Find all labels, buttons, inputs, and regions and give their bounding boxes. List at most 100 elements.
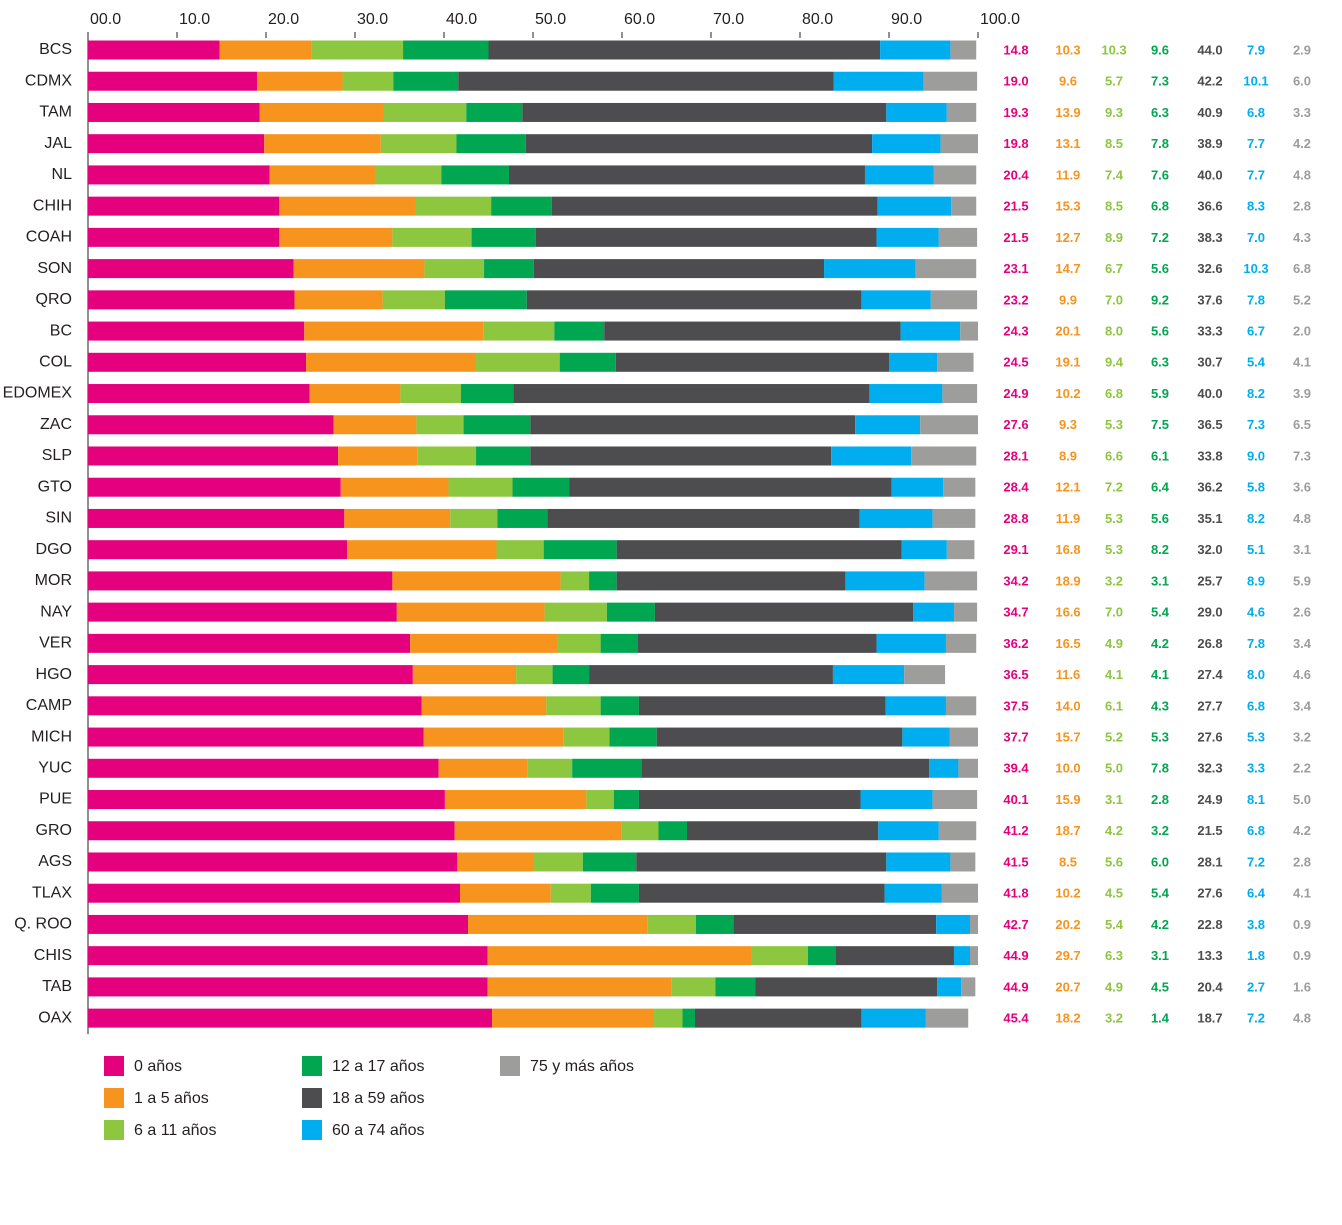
bar-segment [293, 259, 425, 279]
value-label: 32.0 [1197, 542, 1222, 557]
value-label: 5.4 [1151, 605, 1170, 620]
value-label: 5.2 [1293, 292, 1311, 307]
value-label: 44.9 [1003, 979, 1028, 994]
category-label: Q. ROO [14, 916, 72, 933]
bar-segment [932, 790, 978, 810]
category-label: COL [39, 354, 72, 371]
value-label: 13.9 [1055, 105, 1080, 120]
value-label: 16.8 [1055, 542, 1080, 557]
bar-segment [929, 758, 959, 778]
value-label: 1.6 [1293, 979, 1311, 994]
value-label: 7.8 [1151, 136, 1169, 151]
bar-segment [527, 758, 573, 778]
bar-segment [487, 946, 752, 966]
value-label: 14.0 [1055, 698, 1080, 713]
category-label: MICH [31, 728, 72, 745]
value-label: 35.1 [1197, 511, 1222, 526]
value-label: 4.3 [1151, 698, 1169, 713]
bar-segment [423, 727, 564, 747]
bar-segment [441, 165, 509, 185]
bar-segment [869, 384, 943, 404]
value-label: 8.2 [1151, 542, 1169, 557]
value-label: 5.6 [1151, 511, 1169, 526]
value-label: 4.9 [1105, 636, 1123, 651]
value-label: 6.0 [1151, 854, 1169, 869]
value-label: 6.1 [1151, 448, 1169, 463]
category-label: CDMX [25, 72, 72, 89]
value-label: 9.6 [1059, 74, 1077, 89]
bar-segment [513, 384, 870, 404]
bar-segment [535, 227, 877, 247]
value-label: 4.9 [1105, 979, 1123, 994]
value-label: 11.9 [1056, 167, 1081, 182]
value-label: 4.8 [1293, 511, 1311, 526]
bar-segment [946, 102, 977, 122]
bar-segment [88, 259, 294, 279]
legend-swatch [104, 1088, 124, 1108]
bar-segment [589, 571, 617, 591]
bar-segment [958, 758, 978, 778]
value-label: 2.9 [1293, 42, 1311, 57]
value-label: 21.5 [1003, 230, 1028, 245]
bar-segment [88, 571, 393, 591]
bar-segment [533, 852, 583, 872]
value-label: 6.6 [1105, 448, 1123, 463]
category-label: TAM [39, 104, 72, 121]
value-label: 19.8 [1003, 136, 1028, 151]
bar-segment [496, 540, 544, 560]
value-label: 1.8 [1247, 948, 1265, 963]
value-label: 3.1 [1151, 948, 1169, 963]
value-label: 33.8 [1197, 448, 1222, 463]
category-label: HGO [36, 666, 72, 683]
bar-segment [563, 727, 610, 747]
bar-segment [543, 540, 617, 560]
bar-segment [476, 352, 560, 372]
value-label: 8.9 [1105, 230, 1123, 245]
value-label: 7.3 [1293, 448, 1311, 463]
value-label: 2.8 [1293, 199, 1311, 214]
value-label: 6.8 [1105, 386, 1123, 401]
value-label: 0.9 [1293, 917, 1311, 932]
bar-segment [393, 71, 459, 91]
bar-segment [444, 290, 527, 310]
legend-swatch [302, 1120, 322, 1140]
value-label: 38.9 [1197, 136, 1222, 151]
bar-segment [88, 852, 458, 872]
value-label: 3.4 [1293, 698, 1312, 713]
value-label: 3.9 [1293, 386, 1311, 401]
bar-segment [88, 883, 461, 903]
value-label: 36.6 [1197, 199, 1222, 214]
bar-segment [88, 384, 310, 404]
value-label: 25.7 [1197, 573, 1222, 588]
bar-segment [559, 352, 616, 372]
value-label: 8.0 [1105, 324, 1123, 339]
bar-segment [589, 665, 833, 685]
bar-segment [638, 883, 885, 903]
bar-segment [621, 821, 659, 841]
value-label: 5.6 [1151, 324, 1169, 339]
bar-segment [508, 165, 865, 185]
bar-segment [438, 758, 528, 778]
value-label: 27.7 [1197, 698, 1222, 713]
bar-segment [942, 384, 978, 404]
bar-segment [257, 71, 343, 91]
value-label: 7.3 [1247, 417, 1265, 432]
value-label: 40.0 [1197, 167, 1222, 182]
category-label: COAH [26, 229, 72, 246]
bar-segment [600, 633, 639, 653]
bar-segment [444, 790, 587, 810]
bar-segment [457, 852, 533, 872]
bar-segment [860, 790, 933, 810]
category-label: OAX [38, 1009, 72, 1026]
bar-segment [953, 602, 978, 622]
bar-segment [824, 259, 916, 279]
bar-segment [953, 946, 970, 966]
value-label: 18.2 [1055, 1011, 1080, 1026]
value-label: 42.7 [1003, 917, 1028, 932]
value-label: 24.5 [1003, 355, 1028, 370]
bar-segment [855, 415, 921, 435]
value-label: 3.6 [1293, 480, 1311, 495]
bar-segment [656, 727, 903, 747]
bar-segment [654, 602, 914, 622]
bar-segment [392, 571, 561, 591]
